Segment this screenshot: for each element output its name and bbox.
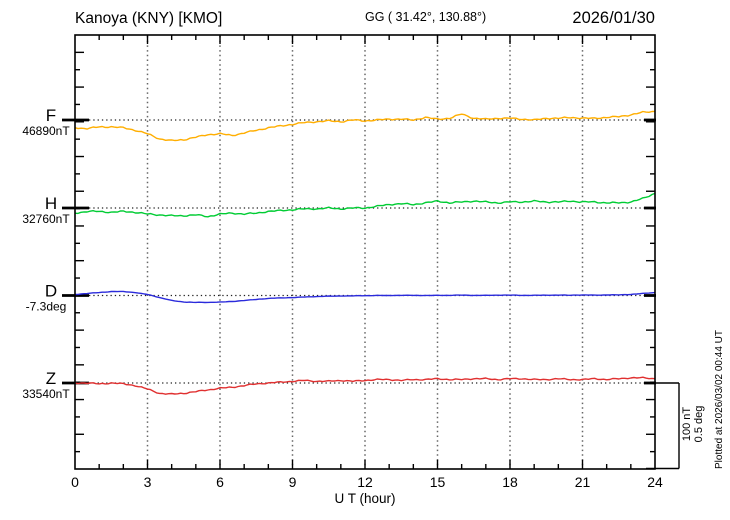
curve-z <box>74 376 656 395</box>
x-tick-24: 24 <box>647 474 663 490</box>
component-baseline-value-f: 46890nT <box>22 124 70 138</box>
x-tick-15: 15 <box>430 474 446 490</box>
component-label-f: F <box>46 106 56 125</box>
gridlines <box>146 36 584 468</box>
x-tick-12: 12 <box>357 474 373 490</box>
scale-bar <box>646 382 680 470</box>
curve-h <box>74 192 656 218</box>
curve-d <box>74 290 656 304</box>
plot-date: 2026/01/30 <box>572 9 655 27</box>
x-tick-18: 18 <box>502 474 518 490</box>
component-baselines <box>62 118 656 385</box>
data-curves <box>74 110 656 395</box>
x-tick-21: 21 <box>575 474 591 490</box>
curve-f <box>74 110 656 142</box>
plotted-at-note: Plotted at 2026/03/02 00:44 UT <box>714 330 725 469</box>
x-tick-6: 6 <box>216 474 224 490</box>
component-label-z: Z <box>46 369 56 388</box>
plot-frame <box>74 34 656 470</box>
x-axis-label: U T (hour) <box>334 491 395 506</box>
axis-ticks <box>75 35 655 469</box>
scale-bar-label-nt: 100 nT <box>681 407 693 442</box>
x-tick-9: 9 <box>289 474 297 490</box>
component-label-d: D <box>45 282 57 301</box>
scale-bar-label-deg: 0.5 deg <box>693 406 705 443</box>
component-baseline-value-z: 33540nT <box>22 387 70 401</box>
component-baseline-value-h: 32760nT <box>22 212 70 226</box>
geographic-coordinates: GG ( 31.42°, 130.88°) <box>365 10 486 24</box>
component-baseline-value-d: -7.3deg <box>26 300 67 314</box>
x-tick-0: 0 <box>71 474 79 490</box>
station-title: Kanoya (KNY) [KMO] <box>75 10 222 27</box>
x-tick-3: 3 <box>144 474 152 490</box>
component-label-h: H <box>45 194 57 213</box>
